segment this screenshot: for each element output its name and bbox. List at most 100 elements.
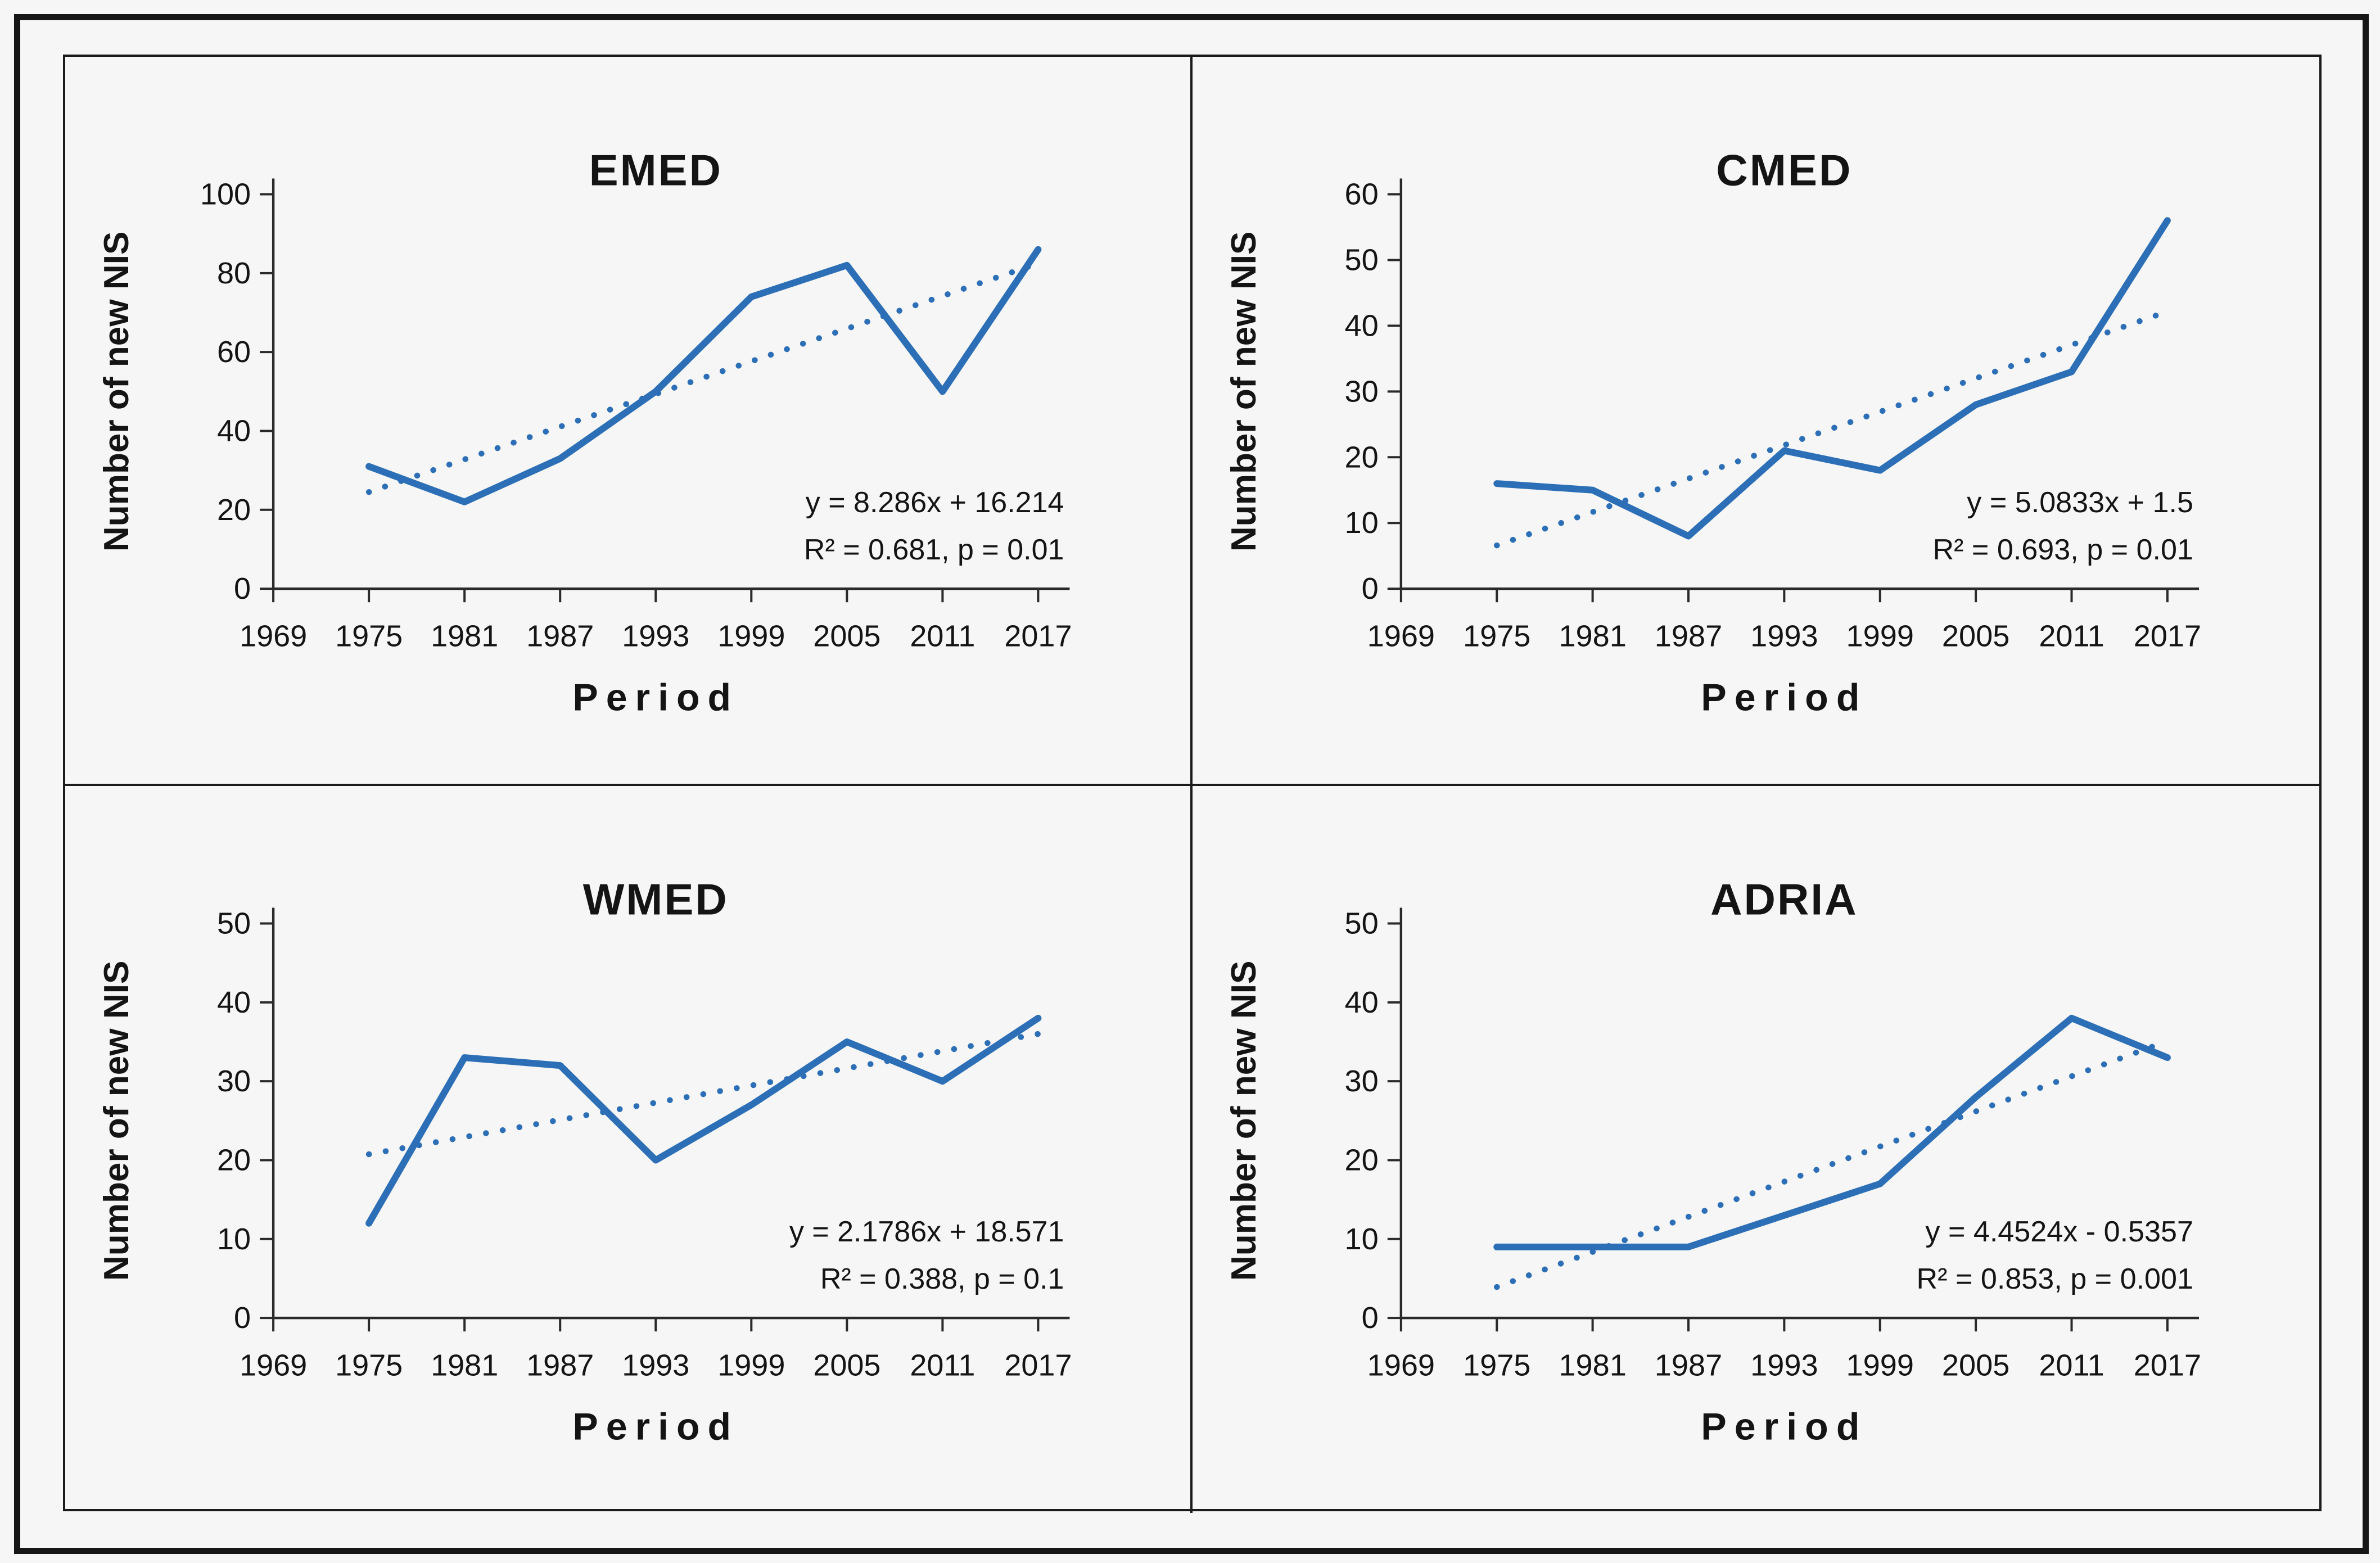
x-tick-label: 1975 xyxy=(1463,619,1530,653)
figure-outer-border xyxy=(14,14,2369,1554)
chart-title: WMED xyxy=(583,874,729,924)
y-tick-label: 40 xyxy=(1344,986,1378,1019)
x-tick-label: 1987 xyxy=(1654,1348,1722,1382)
y-tick-label: 50 xyxy=(1344,243,1378,277)
chart-grid: EMED Number of new NIS 1969 1975 1981 1987 199… xyxy=(63,55,2322,1513)
y-tick-label: 40 xyxy=(217,986,251,1019)
data-line xyxy=(365,246,1042,505)
x-axis-title: Period xyxy=(572,676,739,719)
x-tick-label: 1993 xyxy=(622,619,689,653)
chart-svg-wmed: WMED Number of new NIS 1969 1975 1981 1987 199… xyxy=(97,874,1072,1448)
x-axis-title: Period xyxy=(572,1405,739,1448)
y-tick-label: 10 xyxy=(1344,506,1378,540)
x-tick-label: 1969 xyxy=(240,1348,307,1382)
x-axis-title: Period xyxy=(1701,1405,1867,1448)
chart-svg-cmed: CMED Number of new NIS 1969 1975 1981 1987 199… xyxy=(1225,146,2201,719)
x-tick-label: 1987 xyxy=(1654,619,1722,653)
y-axis-title: Number of new NIS xyxy=(1225,232,1263,552)
chart-title: EMED xyxy=(589,145,722,195)
y-tick-label: 30 xyxy=(1344,1064,1378,1098)
x-tick-label: 1993 xyxy=(1750,619,1818,653)
data-line xyxy=(1493,1014,2171,1250)
equation-label: y = 2.1786x + 18.571 xyxy=(789,1216,1064,1248)
x-tick-label: 1981 xyxy=(431,1348,498,1382)
equation-label: y = 8.286x + 16.214 xyxy=(806,486,1064,519)
x-tick-label: 1987 xyxy=(526,619,594,653)
trend-line xyxy=(365,260,1041,495)
y-tick-label: 100 xyxy=(200,178,251,211)
y-tick-label: 10 xyxy=(1344,1222,1378,1256)
y-tick-label: 20 xyxy=(1344,440,1378,474)
y-tick-label: 30 xyxy=(1344,374,1378,408)
x-tick-label: 2011 xyxy=(910,619,975,653)
y-tick-label: 10 xyxy=(217,1222,251,1256)
x-tick-label: 2017 xyxy=(1004,619,1072,653)
x-tick-label: 1969 xyxy=(240,619,307,653)
y-tick-label: 40 xyxy=(217,414,251,448)
stats-label: R² = 0.388, p = 0.1 xyxy=(820,1263,1064,1295)
chart-panel-adria: ADRIA Number of new NIS 1969 1975 1981 1987 19… xyxy=(1193,786,2320,1513)
x-tick-label: 1969 xyxy=(1367,619,1434,653)
x-tick-label: 2017 xyxy=(2133,1348,2201,1382)
x-tick-label: 2005 xyxy=(813,619,880,653)
y-tick-label: 20 xyxy=(1344,1143,1378,1177)
chart-title: CMED xyxy=(1716,146,1852,195)
stats-label: R² = 0.853, p = 0.001 xyxy=(1916,1263,2193,1295)
data-line xyxy=(365,1014,1042,1227)
x-tick-label: 1987 xyxy=(526,1348,594,1382)
chart-svg-adria: ADRIA Number of new NIS 1969 1975 1981 1987 19… xyxy=(1225,874,2201,1448)
x-tick-label: 2011 xyxy=(910,1348,975,1382)
x-tick-label: 2005 xyxy=(1941,619,2009,653)
y-tick-label: 30 xyxy=(217,1064,251,1098)
data-line xyxy=(1493,217,2171,540)
x-tick-label: 1993 xyxy=(622,1348,689,1382)
y-tick-label: 50 xyxy=(217,906,251,940)
y-tick-label: 0 xyxy=(234,1301,251,1335)
y-tick-label: 60 xyxy=(1344,178,1378,211)
y-tick-label: 20 xyxy=(217,493,251,527)
chart-panel-cmed: CMED Number of new NIS 1969 1975 1981 1987 199… xyxy=(1192,57,2319,786)
x-tick-label: 2011 xyxy=(2039,619,2104,653)
x-tick-label: 1981 xyxy=(1559,619,1626,653)
y-axis-title: Number of new NIS xyxy=(97,960,136,1281)
stats-label: R² = 0.681, p = 0.01 xyxy=(804,534,1064,566)
x-tick-label: 1969 xyxy=(1367,1348,1434,1382)
x-tick-label: 1999 xyxy=(717,1348,785,1382)
x-tick-label: 1999 xyxy=(1846,1348,1913,1382)
x-tick-label: 1981 xyxy=(1559,1348,1626,1382)
equation-label: y = 5.0833x + 1.5 xyxy=(1967,486,2193,519)
y-tick-label: 50 xyxy=(1344,906,1378,940)
equation-label: y = 4.4524x - 0.5357 xyxy=(1925,1216,2193,1248)
x-tick-label: 1975 xyxy=(335,619,403,653)
chart-panel-wmed: WMED Number of new NIS 1969 1975 1981 1987 199… xyxy=(65,785,1193,1513)
x-tick-label: 1999 xyxy=(1846,619,1913,653)
x-tick-label: 1975 xyxy=(335,1348,403,1382)
x-tick-label: 1981 xyxy=(431,619,498,653)
y-tick-label: 0 xyxy=(1361,1301,1378,1335)
y-tick-label: 60 xyxy=(217,335,251,369)
x-tick-label: 1999 xyxy=(717,619,785,653)
y-axis-title: Number of new NIS xyxy=(97,232,136,552)
chart-panel-emed: EMED Number of new NIS 1969 1975 1981 1987 199… xyxy=(65,57,1193,786)
chart-svg-emed: EMED Number of new NIS 1969 1975 1981 1987 199… xyxy=(97,145,1072,719)
y-axis-title: Number of new NIS xyxy=(1225,960,1263,1281)
stats-label: R² = 0.693, p = 0.01 xyxy=(1932,534,2193,566)
x-tick-label: 1993 xyxy=(1750,1348,1818,1382)
x-tick-label: 2005 xyxy=(813,1348,880,1382)
x-tick-label: 2005 xyxy=(1941,1348,2009,1382)
y-tick-label: 40 xyxy=(1344,309,1378,342)
trend-line xyxy=(1493,1038,2170,1290)
x-tick-label: 2011 xyxy=(2039,1348,2104,1382)
y-tick-label: 20 xyxy=(217,1143,251,1177)
y-tick-label: 0 xyxy=(1361,572,1378,606)
x-tick-label: 1975 xyxy=(1463,1348,1530,1382)
y-tick-label: 0 xyxy=(234,572,251,606)
trend-line xyxy=(365,1031,1041,1158)
chart-title: ADRIA xyxy=(1710,874,1858,924)
x-axis-title: Period xyxy=(1701,676,1867,719)
y-tick-label: 80 xyxy=(217,256,251,290)
trend-line xyxy=(1493,308,2170,549)
x-tick-label: 2017 xyxy=(1004,1348,1072,1382)
x-tick-label: 2017 xyxy=(2133,619,2201,653)
